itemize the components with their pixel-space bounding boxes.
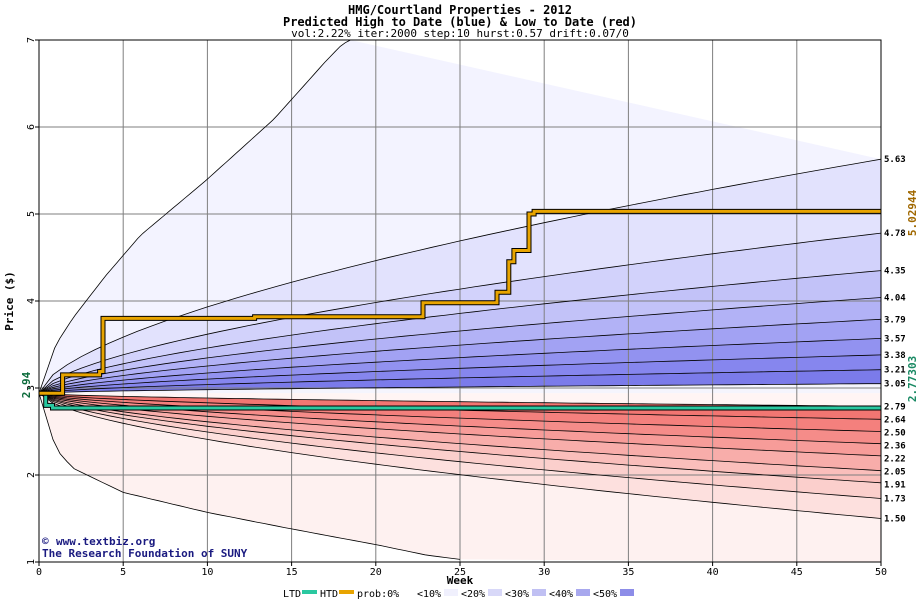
x-tick-label-20: 20 xyxy=(370,567,382,578)
legend-swatch-1 xyxy=(444,589,458,596)
band-lower-6 xyxy=(39,393,881,483)
x-axis-label: Week xyxy=(447,574,474,587)
legend-prob-label: prob:0% xyxy=(357,589,399,600)
band-lower-outside xyxy=(39,393,460,562)
y-tick-label-2: 2 xyxy=(26,472,37,478)
band-end-label-upper-1: 4.78 xyxy=(884,229,906,239)
x-tick-label-30: 30 xyxy=(538,567,550,578)
to-date-paths xyxy=(39,208,881,411)
contour-upper-2 xyxy=(38,270,882,394)
credit-org: The Research Foundation of SUNY xyxy=(42,547,248,560)
contour-upper-1 xyxy=(38,232,882,394)
x-tick-label-50: 50 xyxy=(875,567,887,578)
contour-lower-4 xyxy=(38,392,882,457)
chart-subtitle: Predicted High to Date (blue) & Low to D… xyxy=(283,15,637,29)
band-upper-4 xyxy=(39,297,881,394)
y-tick-label-1: 1 xyxy=(26,559,37,565)
x-tick-label-0: 0 xyxy=(36,567,42,578)
band-end-label-lower-6: 1.91 xyxy=(884,480,906,490)
x-tick-label-40: 40 xyxy=(707,567,719,578)
y-tick-label-4: 4 xyxy=(26,298,37,304)
band-end-label-upper-8: 3.05 xyxy=(884,380,906,390)
legend-htd-label: HTD xyxy=(320,589,338,600)
contour-upper-4 xyxy=(38,318,882,394)
band-end-label-lower-5: 2.05 xyxy=(884,467,906,477)
legend-bins: <10% <20% <30% <40% <50% xyxy=(400,589,634,600)
band-end-label-lower-4: 2.22 xyxy=(884,454,906,464)
contour-lower-8 xyxy=(38,392,882,519)
legend-bin-label-0: <10% xyxy=(417,589,441,600)
band-end-label-lower-2: 2.50 xyxy=(884,428,906,438)
start-price-label: 2.94 xyxy=(20,371,33,398)
legend-bin-label-4: <50% xyxy=(593,589,617,600)
x-tick-label-5: 5 xyxy=(120,567,126,578)
band-end-label-upper-0: 5.63 xyxy=(884,155,906,165)
contour-upper-3 xyxy=(38,297,882,394)
legend-swatch-3 xyxy=(532,589,546,596)
chart-params: vol:2.22% iter:2000 step:10 hurst:0.57 d… xyxy=(291,27,629,40)
contour-lower-6 xyxy=(38,392,882,484)
contour-outer-high xyxy=(38,39,351,394)
y-tick-label-6: 6 xyxy=(26,124,37,130)
contour-outer-low xyxy=(38,393,461,560)
band-end-label-lower-1: 2.64 xyxy=(884,415,906,425)
legend-bin-label-2: <30% xyxy=(505,589,529,600)
band-end-label-upper-6: 3.38 xyxy=(884,351,906,361)
contour-lower-5 xyxy=(38,392,882,472)
band-end-labels: 5.63 4.78 4.35 4.04 3.79 3.57 3.38 3.21 3.05 2.79… xyxy=(884,155,906,524)
band-lower-7 xyxy=(39,393,881,499)
ltd-final-label: 2.77303 xyxy=(906,356,919,402)
band-end-label-lower-0: 2.79 xyxy=(884,402,906,412)
legend-ltd-label: LTD xyxy=(283,589,301,600)
htd-line xyxy=(39,209,881,395)
band-end-label-upper-4: 3.79 xyxy=(884,315,906,325)
copyright-icon: © xyxy=(42,535,49,548)
band-end-label-upper-7: 3.21 xyxy=(884,366,906,376)
legend-swatch-0 xyxy=(400,589,414,596)
contour-upper-8 xyxy=(38,383,881,394)
band-end-label-upper-3: 4.04 xyxy=(884,294,906,304)
contour-upper-6 xyxy=(38,354,882,394)
y-tick-label-5: 5 xyxy=(26,211,37,217)
legend-swatch-5 xyxy=(620,589,634,596)
band-end-label-lower-7: 1.73 xyxy=(884,495,906,505)
band-lower-5 xyxy=(39,393,881,471)
chart-title: HMG/Courtland Properties - 2012 xyxy=(348,3,572,17)
x-tick-label-35: 35 xyxy=(622,567,634,578)
credit: © www.textbiz.org The Research Foundatio… xyxy=(42,535,248,560)
y-axis-label: Price ($) xyxy=(3,271,16,331)
x-tick-label-15: 15 xyxy=(286,567,298,578)
band-end-label-upper-5: 3.57 xyxy=(884,334,906,344)
x-tick-label-45: 45 xyxy=(791,567,803,578)
band-end-label-upper-2: 4.35 xyxy=(884,267,906,277)
band-lower-4 xyxy=(39,393,881,456)
band-end-label-lower-8: 1.50 xyxy=(884,515,906,525)
band-lower-8 xyxy=(39,393,881,519)
band-end-label-lower-3: 2.36 xyxy=(884,441,906,451)
y-tick-label-3: 3 xyxy=(26,385,37,391)
contour-lower-0 xyxy=(38,392,882,407)
legend-swatch-4 xyxy=(576,589,590,596)
legend: LTD HTD prob:0% <10% <20% <30% <40% <50% xyxy=(283,589,634,600)
contour-upper-7 xyxy=(38,369,882,394)
contour-upper-5 xyxy=(38,338,882,394)
legend-bin-label-1: <20% xyxy=(461,589,485,600)
legend-htd-swatch xyxy=(339,590,354,594)
legend-swatch-2 xyxy=(488,589,502,596)
credit-url: www.textbiz.org xyxy=(56,535,155,548)
x-tick-label-10: 10 xyxy=(201,567,213,578)
y-tick-label-7: 7 xyxy=(26,37,37,43)
x-tick-label-25: 25 xyxy=(454,567,466,578)
contour-lower-7 xyxy=(38,392,882,499)
band-upper-outside xyxy=(39,40,881,394)
htd-final-label: 5.02944 xyxy=(906,189,919,236)
grid-lines xyxy=(39,40,881,562)
legend-ltd-swatch xyxy=(302,590,317,594)
legend-bin-label-3: <40% xyxy=(549,589,573,600)
